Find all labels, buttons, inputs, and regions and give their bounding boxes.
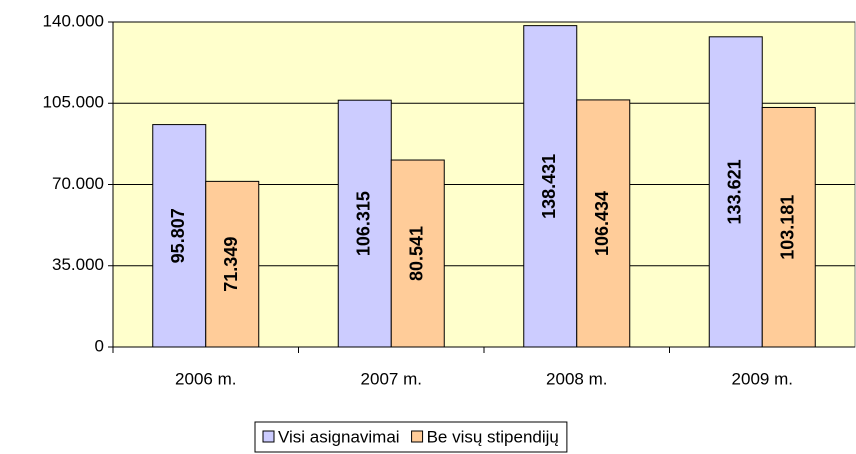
data-label: 106.434 [592,191,612,256]
data-label: 106.315 [354,191,374,256]
data-label: 71.349 [221,237,241,292]
y-tick-label: 35.000 [52,255,104,274]
legend-swatch [411,430,424,443]
data-label: 95.807 [168,208,188,263]
bar [205,180,260,348]
data-label: 80.541 [407,226,427,281]
x-tick-label: 2009 m. [732,369,793,388]
legend-swatch [262,430,275,443]
bar [152,124,207,348]
x-tick-label: 2006 m. [175,369,236,388]
y-tick-label: 70.000 [52,174,104,193]
y-tick-label: 0 [95,336,104,355]
data-label: 133.621 [725,159,745,224]
y-tick-label: 140.000 [43,11,104,30]
y-tick-label: 105.000 [43,93,104,112]
legend-label: Be visų stipendijų [427,427,559,446]
data-label: 103.181 [778,195,798,260]
bar [390,159,445,348]
data-label: 138.431 [539,154,559,219]
bar [708,36,763,348]
legend-label: Visi asignavimai [278,427,400,446]
bar [761,106,816,348]
bar [523,25,578,348]
x-tick-label: 2007 m. [361,369,422,388]
bar [576,99,631,348]
x-tick-label: 2008 m. [546,369,607,388]
legend [254,421,568,453]
